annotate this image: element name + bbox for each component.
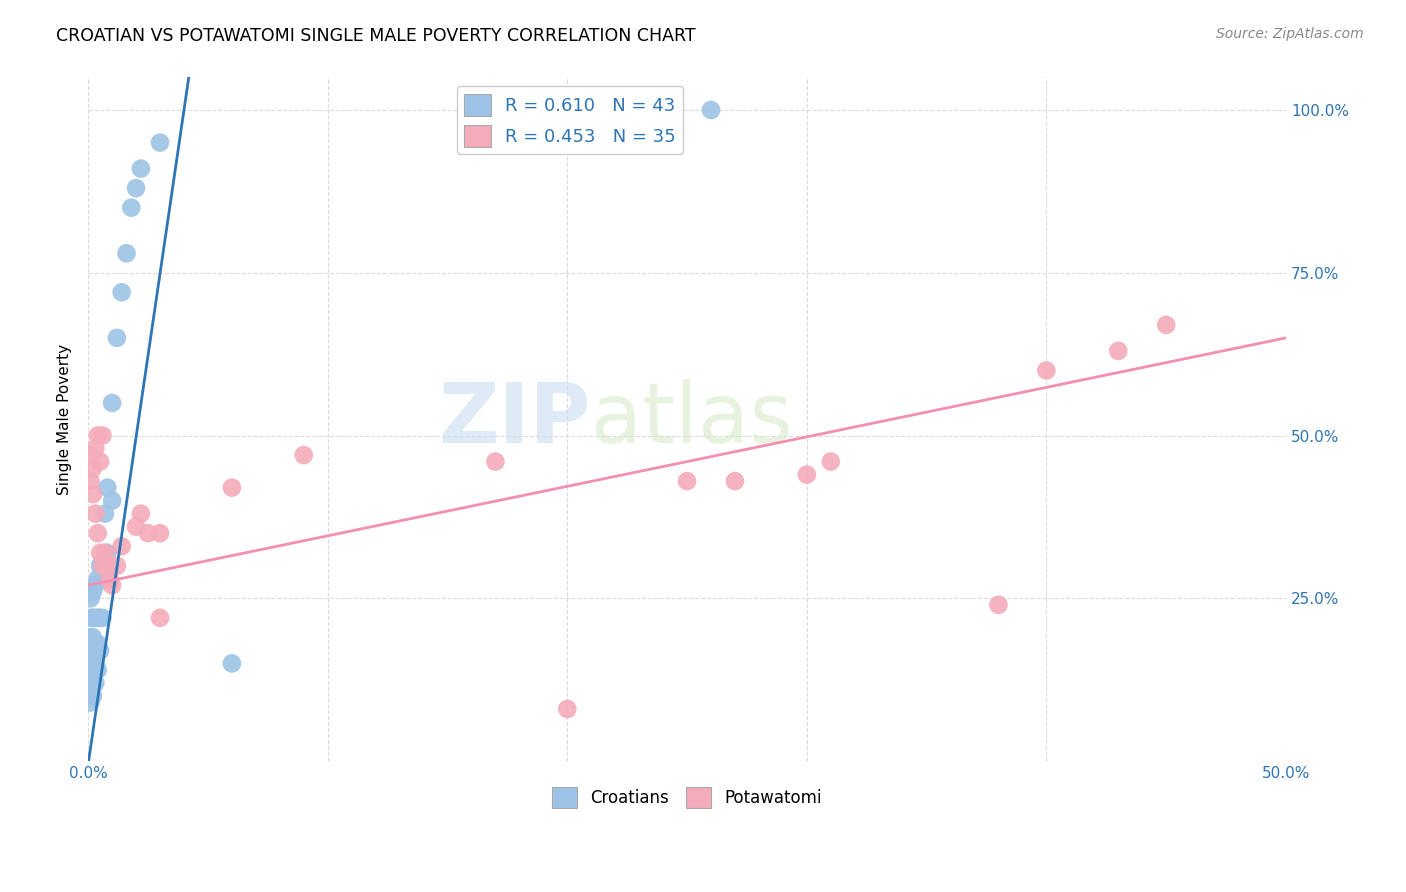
- Point: [94, 572, 117, 586]
- Point: [98, 572, 121, 586]
- Point: [91, 558, 114, 573]
- Point: [676, 474, 699, 488]
- Point: [987, 598, 1010, 612]
- Point: [125, 519, 148, 533]
- Point: [96, 481, 118, 495]
- Point: [87, 526, 110, 541]
- Text: Source: ZipAtlas.com: Source: ZipAtlas.com: [1216, 27, 1364, 41]
- Point: [91, 428, 114, 442]
- Point: [1107, 343, 1129, 358]
- Point: [87, 663, 110, 677]
- Point: [115, 246, 138, 260]
- Legend: Croatians, Potawatomi: Croatians, Potawatomi: [546, 780, 828, 814]
- Point: [149, 611, 172, 625]
- Point: [101, 493, 124, 508]
- Point: [1035, 363, 1057, 377]
- Point: [111, 285, 134, 300]
- Point: [84, 578, 107, 592]
- Point: [129, 161, 152, 176]
- Point: [89, 643, 111, 657]
- Point: [796, 467, 818, 482]
- Point: [89, 454, 111, 468]
- Point: [84, 676, 107, 690]
- Point: [82, 487, 104, 501]
- Point: [484, 454, 506, 468]
- Point: [700, 103, 723, 117]
- Point: [79, 696, 101, 710]
- Point: [149, 136, 172, 150]
- Point: [820, 454, 842, 468]
- Point: [82, 669, 104, 683]
- Point: [221, 481, 243, 495]
- Point: [96, 558, 118, 573]
- Point: [125, 181, 148, 195]
- Point: [105, 558, 128, 573]
- Point: [89, 546, 111, 560]
- Point: [87, 428, 110, 442]
- Point: [87, 637, 110, 651]
- Point: [91, 611, 114, 625]
- Point: [82, 461, 104, 475]
- Point: [94, 507, 117, 521]
- Point: [105, 331, 128, 345]
- Point: [94, 546, 117, 560]
- Point: [149, 526, 172, 541]
- Point: [82, 631, 104, 645]
- Point: [89, 611, 111, 625]
- Point: [111, 539, 134, 553]
- Point: [101, 396, 124, 410]
- Point: [79, 669, 101, 683]
- Point: [101, 578, 124, 592]
- Point: [82, 689, 104, 703]
- Text: atlas: atlas: [592, 379, 793, 459]
- Point: [724, 474, 747, 488]
- Text: ZIP: ZIP: [439, 379, 592, 459]
- Y-axis label: Single Male Poverty: Single Male Poverty: [58, 343, 72, 495]
- Point: [84, 507, 107, 521]
- Point: [89, 558, 111, 573]
- Point: [79, 591, 101, 606]
- Point: [136, 526, 159, 541]
- Point: [79, 474, 101, 488]
- Point: [120, 201, 142, 215]
- Point: [79, 643, 101, 657]
- Point: [87, 572, 110, 586]
- Point: [82, 584, 104, 599]
- Point: [84, 442, 107, 456]
- Point: [87, 611, 110, 625]
- Point: [84, 611, 107, 625]
- Point: [84, 637, 107, 651]
- Point: [129, 507, 152, 521]
- Point: [1154, 318, 1177, 332]
- Point: [79, 611, 101, 625]
- Point: [91, 558, 114, 573]
- Point: [82, 611, 104, 625]
- Point: [79, 448, 101, 462]
- Point: [96, 546, 118, 560]
- Point: [555, 702, 578, 716]
- Point: [221, 657, 243, 671]
- Point: [79, 631, 101, 645]
- Point: [79, 657, 101, 671]
- Point: [79, 682, 101, 697]
- Text: CROATIAN VS POTAWATOMI SINGLE MALE POVERTY CORRELATION CHART: CROATIAN VS POTAWATOMI SINGLE MALE POVER…: [56, 27, 696, 45]
- Point: [82, 649, 104, 664]
- Point: [292, 448, 315, 462]
- Point: [84, 657, 107, 671]
